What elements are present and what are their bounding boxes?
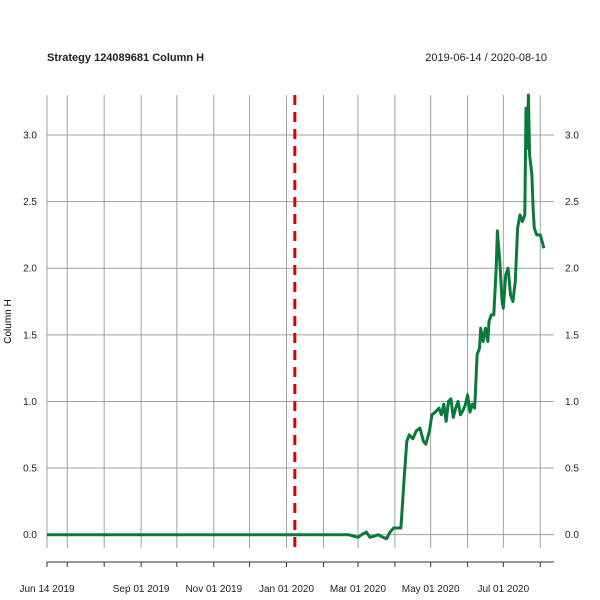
y-tick-label-left: 0.5 xyxy=(23,464,37,475)
x-tick-label: Jun 14 2019 xyxy=(19,584,74,595)
x-tick-label: Nov 01 2019 xyxy=(185,584,242,595)
chart-title: Strategy 124089681 Column H xyxy=(47,52,205,64)
y-tick-label-right: 0.0 xyxy=(565,530,579,541)
chart-date-range: 2019-06-14 / 2020-08-10 xyxy=(425,52,547,64)
y-tick-label-left: 2.5 xyxy=(23,197,37,208)
x-tick-label: Jul 01 2020 xyxy=(477,584,529,595)
y-tick-label-right: 1.0 xyxy=(565,397,579,408)
y-tick-label-left: 3.0 xyxy=(23,130,37,141)
y-tick-label-right: 3.0 xyxy=(565,130,579,141)
series-line xyxy=(47,93,546,541)
y-tick-label-left: 1.5 xyxy=(23,330,37,341)
x-tick-label: Sep 01 2019 xyxy=(113,584,170,595)
y-tick-label-left: 2.0 xyxy=(23,264,37,275)
x-tick-label: Jan 01 2020 xyxy=(259,584,314,595)
x-tick-label: Mar 01 2020 xyxy=(330,584,387,595)
y-tick-label-right: 0.5 xyxy=(565,464,579,475)
y-tick-label-left: 0.0 xyxy=(23,530,37,541)
y-tick-label-right: 2.5 xyxy=(565,197,579,208)
y-axis-label: Column H xyxy=(3,299,14,343)
y-tick-label-left: 1.0 xyxy=(23,397,37,408)
x-tick-label: May 01 2020 xyxy=(402,584,460,595)
y-tick-label-right: 2.0 xyxy=(565,264,579,275)
y-tick-label-right: 1.5 xyxy=(565,330,579,341)
